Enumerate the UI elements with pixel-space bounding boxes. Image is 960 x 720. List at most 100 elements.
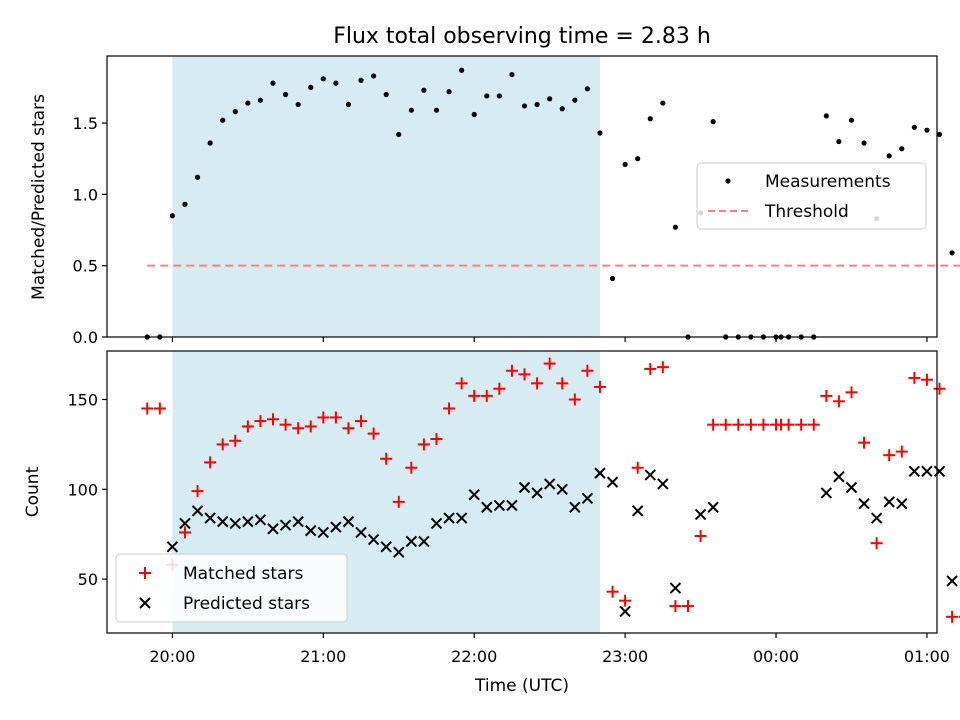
legend-predicted-label: Predicted stars <box>183 594 310 614</box>
predicted-star-point <box>481 501 493 513</box>
legend-matched-marker <box>139 567 151 579</box>
count-legend: Matched stars Predicted stars <box>115 553 348 623</box>
measurement-point <box>521 103 528 109</box>
measurement-point <box>899 146 905 152</box>
legend-predicted-marker <box>139 597 151 609</box>
measurement-point <box>257 97 264 103</box>
matched-star-point <box>505 364 518 377</box>
matched-star-point <box>631 461 644 474</box>
x-tick-label: 00:00 <box>753 647 799 666</box>
predicted-star-point <box>493 499 506 512</box>
measurement-point <box>320 76 326 82</box>
measurement-point <box>232 109 238 115</box>
measurement-point <box>459 67 465 73</box>
matched-star-point <box>241 420 254 433</box>
matched-star-point <box>292 422 305 435</box>
ratio-legend: Measurements Threshold <box>696 162 927 230</box>
predicted-star-point <box>820 487 833 499</box>
matched-star-point <box>417 438 430 451</box>
predicted-star-point <box>405 535 418 548</box>
predicted-star-point <box>870 512 883 524</box>
matched-star-point <box>392 495 405 508</box>
measurement-point <box>660 100 666 106</box>
measurement-point <box>496 93 502 99</box>
matched-star-point <box>719 418 732 431</box>
measurement-point <box>245 100 251 106</box>
legend-measurements-marker <box>725 178 731 184</box>
matched-star-point <box>581 364 594 377</box>
predicted-star-point <box>267 523 279 535</box>
predicted-star-point <box>443 512 455 524</box>
measurement-point <box>635 156 641 162</box>
count-panel: 50 100 150 Count Matched stars Predicted s… <box>23 350 960 638</box>
matched-star-point <box>191 485 204 498</box>
predicted-star-point <box>430 517 443 530</box>
predicted-star-point <box>707 501 719 513</box>
matched-star-point <box>556 377 569 390</box>
matched-star-point <box>732 418 745 431</box>
measurement-point <box>936 131 943 138</box>
matched-star-point <box>342 422 355 435</box>
measurement-point <box>710 119 716 125</box>
predicted-star-point <box>669 582 682 594</box>
measurement-point <box>572 97 578 103</box>
matched-star-point <box>141 402 154 415</box>
predicted-star-point <box>330 521 342 533</box>
measurement-point <box>345 101 352 108</box>
measurement-point <box>333 80 339 86</box>
matched-star-point <box>531 377 544 390</box>
count-panel-ticks: 50 100 150 <box>67 390 928 638</box>
predicted-star-point <box>468 488 480 501</box>
matched-star-point <box>367 427 380 440</box>
measurement-point <box>609 275 616 282</box>
chart-title: Flux total observing time = 2.83 h <box>333 24 711 49</box>
matched-star-point <box>317 411 330 424</box>
predicted-star-point <box>908 465 921 478</box>
matched-star-point <box>744 418 757 431</box>
measurement-point <box>358 77 364 83</box>
predicted-star-point <box>204 512 216 524</box>
predicted-star-point <box>619 605 631 618</box>
predicted-star-point <box>367 533 380 546</box>
y-tick-label: 150 <box>67 390 98 409</box>
measurement-point <box>924 127 930 133</box>
matched-star-point <box>870 537 883 550</box>
predicted-star-point <box>531 487 543 499</box>
measurement-point <box>308 84 314 90</box>
matched-star-point <box>782 418 795 431</box>
ratio-y-axis-label: Matched/Predicted stars <box>29 94 49 300</box>
matched-star-point <box>329 411 342 424</box>
count-panel-marks <box>141 357 960 623</box>
predicted-star-point <box>543 478 556 490</box>
predicted-star-point <box>455 512 468 524</box>
matched-star-point <box>656 361 669 374</box>
measurement-point <box>433 107 440 113</box>
measurement-point <box>207 140 213 146</box>
matched-star-point <box>946 610 959 623</box>
x-axis-label: Time (UTC) <box>474 676 569 696</box>
matched-star-point <box>682 600 694 613</box>
matched-star-point <box>757 418 770 431</box>
measurement-point <box>534 101 540 108</box>
measurement-point <box>949 250 955 256</box>
measurement-point <box>597 130 603 136</box>
matched-star-point <box>254 415 267 428</box>
matched-star-point <box>795 418 808 431</box>
matched-star-point <box>858 436 871 449</box>
predicted-star-point <box>631 505 644 517</box>
matched-star-point <box>895 445 908 458</box>
matched-star-point <box>518 368 531 381</box>
x-tick-label: 01:00 <box>904 647 950 666</box>
count-legend-box <box>115 553 348 623</box>
matched-star-point <box>430 433 443 446</box>
matched-star-point <box>619 594 632 607</box>
matched-star-point <box>380 452 393 465</box>
measurement-point <box>861 140 867 146</box>
measurement-point <box>836 138 842 145</box>
count-y-axis-label: Count <box>23 466 43 517</box>
predicted-star-point <box>380 541 392 553</box>
predicted-star-point <box>166 541 179 553</box>
matched-star-point <box>933 382 946 395</box>
x-axis-ticks: 20:00 21:00 22:00 23:00 00:00 01:00 <box>149 647 950 666</box>
